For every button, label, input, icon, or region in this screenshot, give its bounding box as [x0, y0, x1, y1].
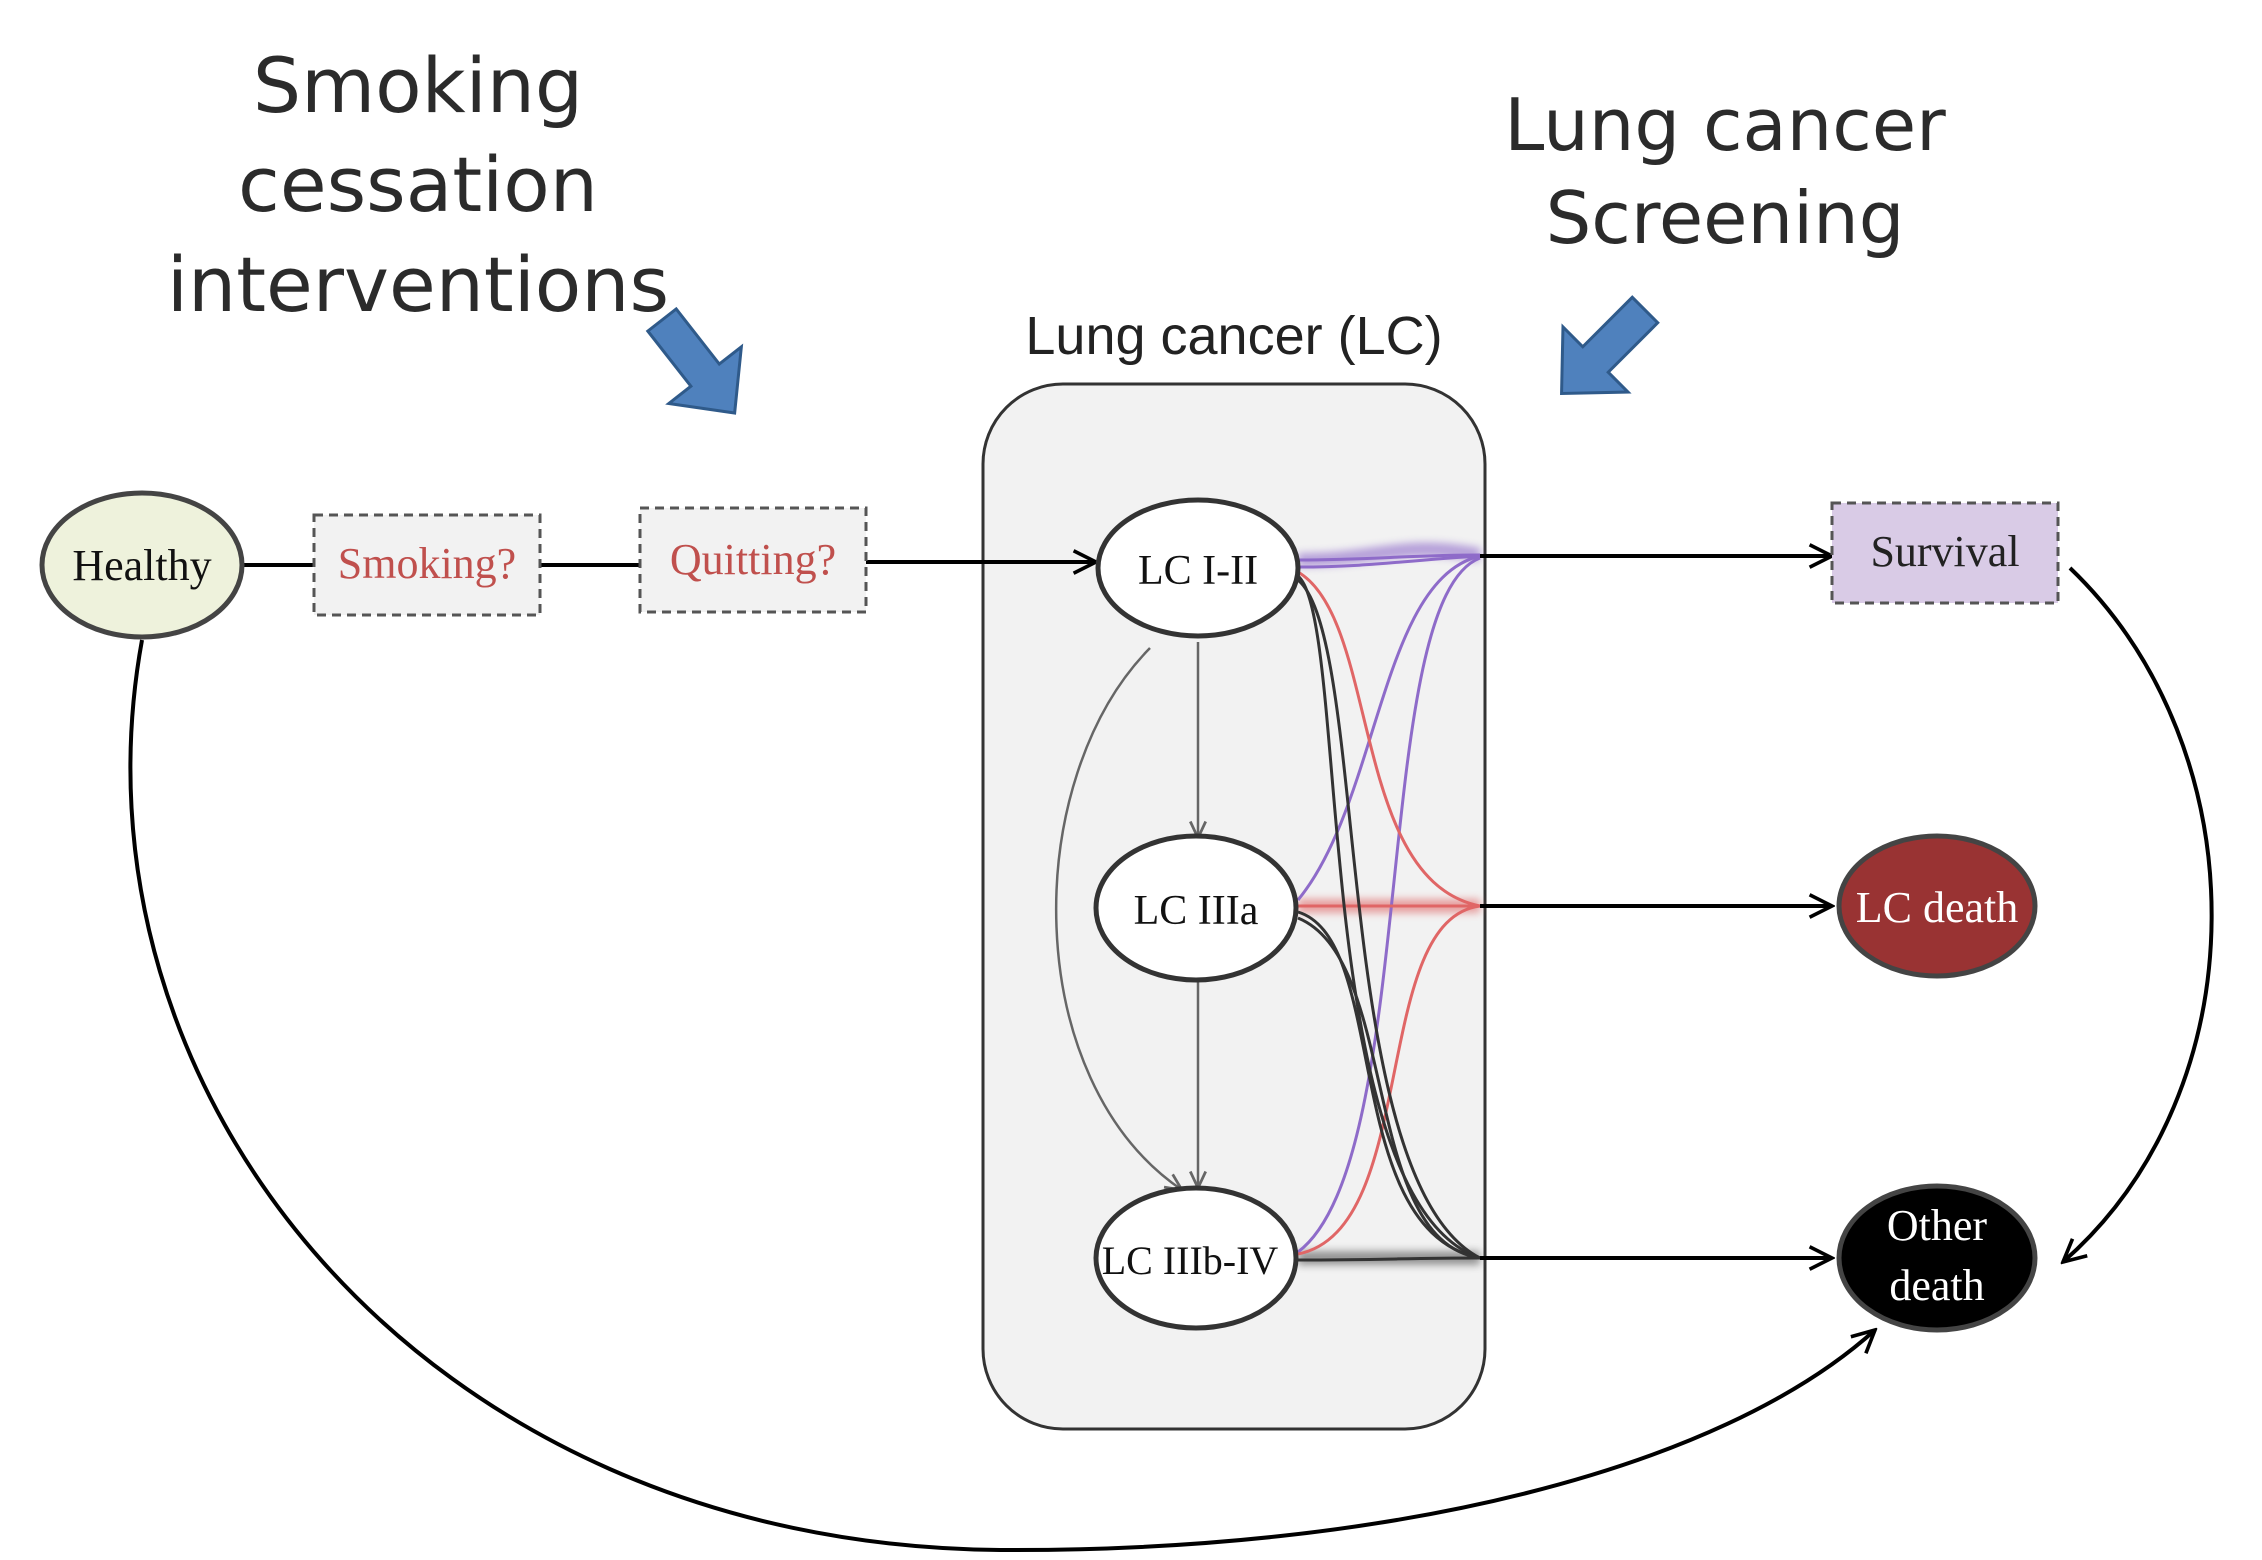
flows-to-survival — [1296, 553, 1481, 1254]
screening-heading-line-1: Lung cancer — [1504, 83, 1946, 167]
smoking-node: Smoking? — [312, 513, 542, 617]
smoking-heading-line-3: interventions — [167, 240, 669, 329]
smoking-label: Smoking? — [338, 539, 516, 588]
lc1-node: LC I-II — [1095, 497, 1301, 639]
healthy-node: Healthy — [39, 490, 245, 640]
other-death-node: Other death — [1836, 1183, 2038, 1333]
flows-to-other-death — [1296, 574, 1481, 1262]
lc3a-label: LC IIIa — [1134, 888, 1259, 934]
other-death-label-line-2: death — [1889, 1261, 1984, 1310]
other-death-label-line-1: Other — [1887, 1201, 1988, 1250]
healthy-label: Healthy — [72, 541, 211, 590]
smoking-heading-line-2: cessation — [238, 140, 598, 229]
smoking-heading-line-1: Smoking — [253, 41, 583, 130]
screening-heading-line-2: Screening — [1546, 176, 1905, 260]
lc1-label: LC I-II — [1138, 548, 1258, 594]
lc3a-node: LC IIIa — [1093, 833, 1299, 983]
blue-arrow-icon — [645, 306, 744, 415]
flows-to-lc-death — [1297, 570, 1481, 1256]
quitting-node: Quitting? — [638, 506, 868, 614]
healthy-to-other-death-arc — [128, 639, 1875, 1553]
survival-node: Survival — [1830, 501, 2060, 605]
lc3b-label: LC IIIb-IV — [1102, 1238, 1279, 1283]
survival-label: Survival — [1870, 527, 2019, 576]
lc-death-label: LC death — [1856, 883, 2019, 932]
survival-to-other-death-arc — [2063, 566, 2214, 1262]
lc-death-node: LC death — [1836, 833, 2038, 979]
lung-cancer-group-label: Lung cancer (LC) — [1025, 306, 1442, 366]
lc3b-node: LC IIIb-IV — [1093, 1185, 1299, 1331]
quitting-label: Quitting? — [670, 535, 836, 584]
lc1-to-lc3b-curve — [1054, 647, 1182, 1190]
blue-arrow-icon — [1560, 295, 1660, 395]
